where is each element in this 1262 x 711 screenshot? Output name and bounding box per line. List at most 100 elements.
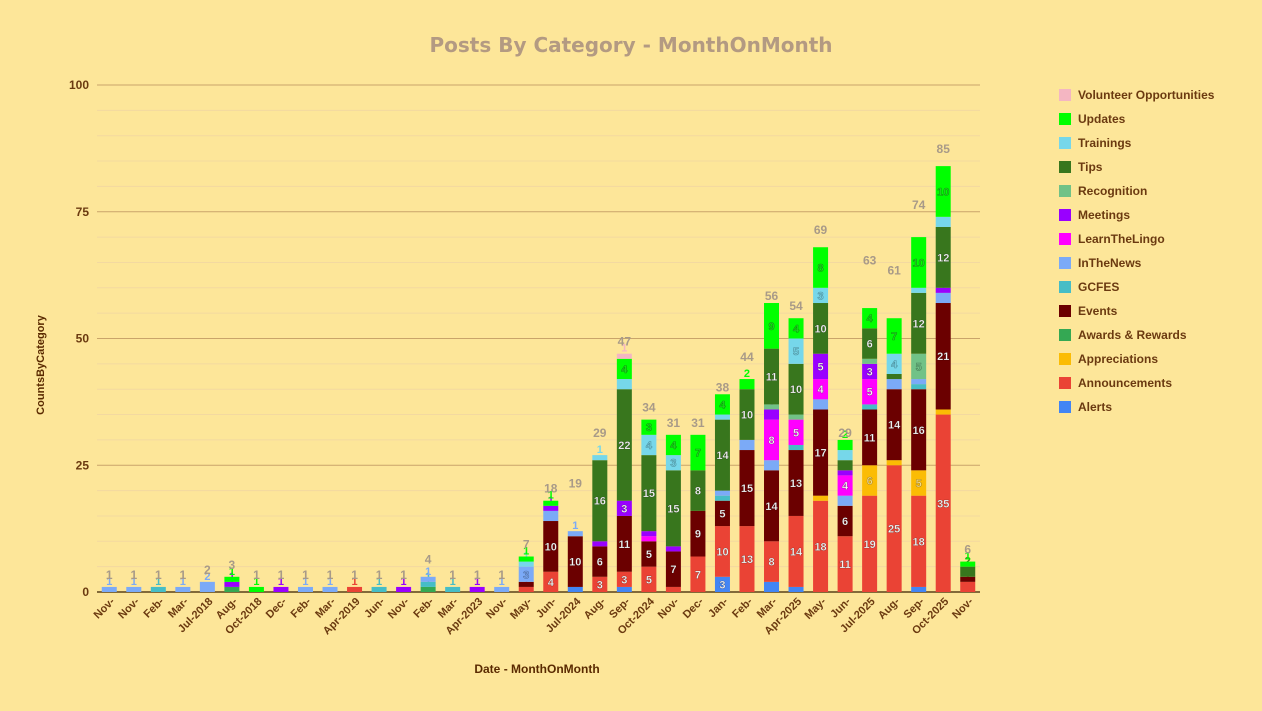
- bar-segment-tips: [739, 389, 755, 440]
- data-label: 11: [839, 559, 851, 571]
- x-tick-label: May-: [802, 595, 828, 621]
- bar-segment-events: [543, 521, 559, 572]
- bar-segment-tips: [788, 363, 804, 415]
- data-label: 3: [670, 458, 676, 470]
- legend-label: Trainings: [1078, 136, 1132, 150]
- data-label: 3: [597, 579, 603, 591]
- total-label: 1: [106, 568, 113, 582]
- bar-segment-inthenews: [126, 586, 142, 592]
- data-label: 16: [913, 425, 925, 437]
- data-label: 6: [867, 475, 873, 487]
- data-label: 4: [818, 384, 825, 396]
- data-label: 10: [790, 384, 802, 396]
- total-label: 6: [964, 543, 971, 557]
- bar-segment-inthenews: [518, 566, 534, 582]
- data-label: 1: [229, 566, 235, 578]
- data-label: 18: [913, 536, 925, 548]
- data-label: 8: [818, 263, 824, 275]
- y-tick-label: 0: [82, 585, 89, 599]
- legend-label: Updates: [1078, 112, 1126, 126]
- bar-segment-announcements: [813, 500, 829, 592]
- bar-segment-gcfes: [150, 586, 166, 592]
- bar-segment-recognition: [862, 358, 878, 364]
- bar-segment-announcements: [518, 586, 534, 592]
- bar-segment-events: [690, 510, 706, 557]
- total-label: 63: [863, 254, 877, 268]
- bar-segment-events: [813, 409, 829, 496]
- bar-segment-meetings: [224, 581, 240, 587]
- data-label: 3: [621, 574, 627, 586]
- data-label: 15: [643, 488, 655, 500]
- legend-swatch: [1059, 353, 1071, 365]
- bar-segment-alerts: [616, 586, 632, 592]
- bar-segment-updates: [665, 434, 681, 456]
- bar-segment-announcements: [886, 465, 902, 592]
- data-label: 1: [401, 576, 407, 588]
- x-tick-label: Nov-: [116, 595, 142, 621]
- bar-segment-appreciations: [911, 470, 927, 496]
- data-label: 12: [913, 318, 925, 330]
- total-label: 69: [814, 223, 828, 237]
- bar-segment-tips: [764, 348, 780, 405]
- bar-segment-learnthelingo: [862, 379, 878, 405]
- bar-segment-announcements: [641, 566, 657, 592]
- bar-segment-learnthelingo: [813, 379, 829, 400]
- bar-segment-recognition: [788, 414, 804, 420]
- bar-segment-updates: [788, 318, 804, 339]
- data-label: 1: [474, 576, 480, 588]
- data-label: 10: [937, 186, 949, 198]
- total-label: 54: [789, 299, 803, 313]
- legend-item: LearnTheLingo: [1059, 227, 1214, 251]
- data-label: 6: [842, 516, 848, 528]
- bar-segment-meetings: [616, 500, 632, 516]
- bar-segment-meetings: [764, 409, 780, 420]
- legend-item: Trainings: [1059, 131, 1214, 155]
- total-label: 2: [204, 563, 211, 577]
- bar-segment-alerts: [788, 586, 804, 592]
- bar-segment-events: [518, 581, 534, 587]
- data-label: 1: [376, 576, 382, 588]
- bar-segment-updates: [813, 247, 829, 288]
- data-label: 11: [619, 539, 631, 551]
- bar-segment-meetings: [592, 541, 608, 547]
- y-tick-label: 50: [76, 332, 90, 346]
- total-label: 56: [765, 289, 779, 303]
- bar-segment-announcements: [788, 515, 804, 587]
- bar-segment-updates: [518, 556, 534, 562]
- data-label: 6: [597, 557, 603, 569]
- legend-swatch: [1059, 161, 1071, 173]
- data-label: 1: [253, 576, 259, 588]
- data-label: 9: [695, 529, 701, 541]
- bar-segment-tips: [886, 373, 902, 380]
- data-label: 7: [695, 569, 701, 581]
- data-label: 3: [621, 503, 627, 515]
- legend-label: Meetings: [1078, 208, 1131, 222]
- bar-segment-events: [886, 389, 902, 461]
- bar-segment-updates: [641, 419, 657, 435]
- bar-segment-events: [739, 450, 755, 527]
- data-label: 15: [667, 503, 679, 515]
- bar-segment-updates: [739, 379, 755, 390]
- bar-segment-tips: [616, 389, 632, 501]
- bar-segment-inthenews: [494, 586, 510, 592]
- x-tick-label: Feb-: [411, 595, 436, 620]
- bar-segment-events: [788, 450, 804, 516]
- total-label: 74: [912, 198, 926, 212]
- total-label: 4: [425, 553, 432, 567]
- bar-segment-tips: [837, 460, 853, 471]
- data-label: 1: [327, 576, 333, 588]
- total-label: 1: [278, 568, 285, 582]
- data-label: 10: [741, 410, 753, 422]
- bar-segment-meetings: [469, 586, 485, 592]
- x-tick-label: Dec-: [264, 595, 290, 621]
- legend-item: Appreciations: [1059, 347, 1214, 371]
- total-label: 31: [691, 416, 705, 430]
- bar-segment-alerts: [911, 586, 927, 592]
- bar-segment-announcements: [935, 414, 951, 592]
- bar-segment-announcements: [543, 571, 559, 592]
- data-label: 22: [618, 440, 630, 452]
- bar-segment-awards-rewards: [420, 586, 436, 592]
- data-label: 16: [594, 496, 606, 508]
- x-axis-label: Date - MonthOnMonth: [474, 662, 600, 676]
